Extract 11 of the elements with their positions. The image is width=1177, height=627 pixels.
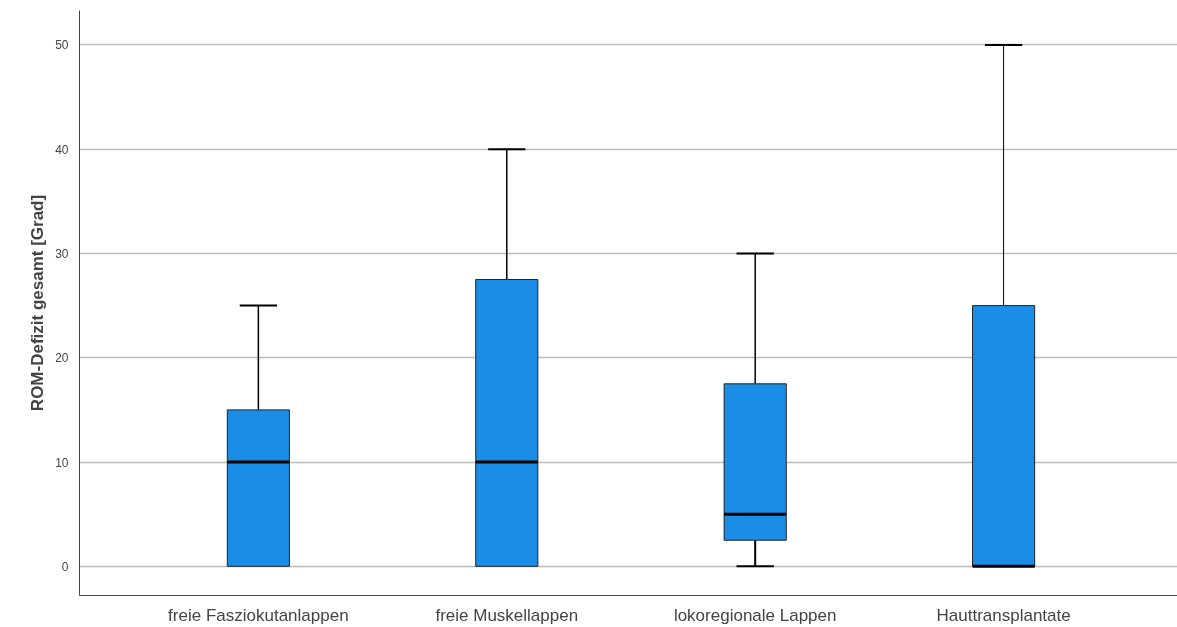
x-tick-label: freie Muskellappen	[435, 605, 579, 625]
y-tick-label: 0	[61, 559, 69, 574]
x-tick-label: lokoregionale Lappen	[673, 605, 837, 625]
x-tick-label: Hauttransplantate	[936, 605, 1071, 625]
y-tick-label: 50	[55, 38, 69, 53]
y-axis-title: ROM-Defizit gesamt [Grad]	[28, 194, 48, 412]
y-tick-label: 40	[55, 142, 69, 157]
x-tick-label: freie Fasziokutanlappen	[168, 605, 349, 625]
y-tick-label: 30	[55, 246, 69, 261]
y-tick-label: 10	[55, 455, 69, 470]
y-tick-label: 20	[55, 351, 69, 366]
